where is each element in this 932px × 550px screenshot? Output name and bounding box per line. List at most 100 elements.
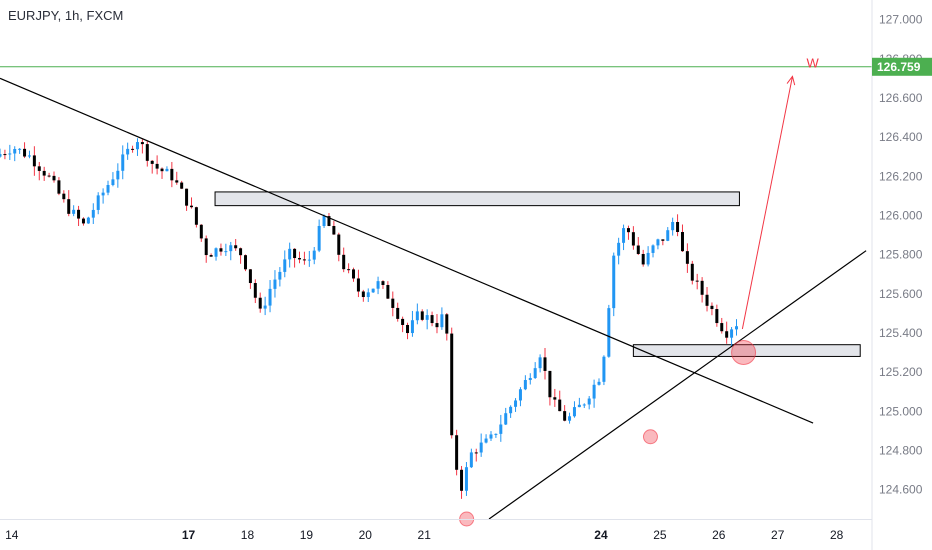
candle-body bbox=[91, 209, 95, 218]
candle-body bbox=[121, 154, 125, 171]
y-tick-label: 124.800 bbox=[879, 443, 923, 457]
candle-body bbox=[720, 323, 724, 332]
candle-body bbox=[538, 357, 542, 369]
current-price-tag bbox=[872, 57, 932, 76]
candle-body bbox=[543, 357, 547, 371]
candle-body bbox=[425, 315, 429, 320]
candle-body bbox=[322, 216, 326, 226]
candle-body bbox=[47, 175, 51, 177]
candle-body bbox=[361, 291, 365, 298]
projection-arrow bbox=[741, 76, 793, 330]
candle-body bbox=[523, 380, 527, 390]
candle-body bbox=[734, 326, 738, 330]
y-tick-label: 126.400 bbox=[879, 130, 923, 144]
candle-body bbox=[435, 323, 439, 328]
candle-body bbox=[455, 435, 459, 470]
candle-body bbox=[81, 218, 85, 224]
candle-body bbox=[528, 377, 532, 381]
candle-body bbox=[514, 400, 518, 407]
candle-body bbox=[469, 452, 473, 468]
candle-body bbox=[548, 370, 552, 398]
candle-body bbox=[342, 254, 346, 270]
candle-body bbox=[489, 434, 493, 439]
candle-body bbox=[72, 209, 76, 214]
candle-body bbox=[67, 199, 71, 214]
candle-body bbox=[636, 245, 640, 254]
candle-body bbox=[347, 269, 351, 271]
candle-body bbox=[52, 175, 56, 181]
axes bbox=[0, 0, 873, 550]
candle-body bbox=[494, 433, 498, 435]
candle-body bbox=[185, 188, 189, 206]
candle-body bbox=[680, 231, 684, 252]
candle-body bbox=[3, 154, 7, 156]
candle-body bbox=[160, 168, 164, 172]
candle-body bbox=[337, 234, 341, 255]
candle-body bbox=[175, 180, 179, 183]
candle-body bbox=[327, 216, 331, 226]
candle-body bbox=[602, 356, 606, 382]
candle-body bbox=[401, 318, 405, 325]
candle-body bbox=[180, 182, 184, 189]
candle-body bbox=[140, 142, 144, 145]
x-tick-label: 17 bbox=[182, 528, 196, 542]
candle-body bbox=[32, 155, 36, 167]
candle-body bbox=[460, 469, 464, 491]
candle-body bbox=[131, 148, 135, 150]
x-tick-label: 21 bbox=[418, 528, 432, 542]
candle-body bbox=[366, 292, 370, 298]
candle-body bbox=[332, 225, 336, 235]
candle-body bbox=[352, 269, 356, 279]
projection-label: W bbox=[806, 55, 819, 70]
candle-body bbox=[568, 416, 572, 421]
candle-body bbox=[695, 280, 699, 282]
candle-body bbox=[199, 224, 203, 239]
candle-body bbox=[484, 438, 488, 443]
candle-body bbox=[106, 185, 110, 193]
markers bbox=[459, 340, 757, 527]
candle-body bbox=[651, 245, 655, 253]
current-price-label: 126.759 bbox=[877, 60, 921, 74]
candle-body bbox=[219, 248, 223, 252]
candle-body bbox=[288, 248, 292, 260]
support-resistance-zones bbox=[214, 191, 861, 357]
candle-body bbox=[145, 144, 149, 161]
candle-body bbox=[101, 192, 105, 196]
candle-body bbox=[13, 149, 17, 154]
y-tick-label: 126.000 bbox=[879, 208, 923, 222]
candle-body bbox=[8, 153, 12, 155]
candle-body bbox=[302, 259, 306, 261]
y-tick-label: 125.600 bbox=[879, 287, 923, 301]
candle-body bbox=[558, 399, 562, 412]
candle-body bbox=[563, 411, 567, 421]
candle-body bbox=[440, 314, 444, 328]
candle-body bbox=[597, 381, 601, 385]
candle-body bbox=[42, 170, 46, 176]
labels: W127.000126.800126.600126.400126.200126.… bbox=[5, 13, 932, 542]
candle-body bbox=[165, 168, 169, 172]
candle-body bbox=[57, 180, 61, 194]
candle-body bbox=[0, 154, 2, 157]
candle-body bbox=[268, 288, 272, 306]
x-tick-label: 18 bbox=[241, 528, 255, 542]
zone-0 bbox=[214, 191, 740, 207]
candles bbox=[0, 138, 738, 499]
candle-body bbox=[126, 148, 130, 155]
candle-body bbox=[445, 314, 449, 334]
y-tick-label: 125.400 bbox=[879, 326, 923, 340]
candle-body bbox=[582, 404, 586, 406]
candle-body bbox=[509, 406, 513, 414]
candle-body bbox=[18, 148, 22, 150]
y-tick-label: 126.200 bbox=[879, 169, 923, 183]
candle-body bbox=[234, 245, 238, 249]
candle-body bbox=[577, 404, 581, 408]
candle-body bbox=[617, 242, 621, 256]
candle-body bbox=[204, 238, 208, 256]
candle-body bbox=[248, 269, 252, 284]
y-tick-label: 125.800 bbox=[879, 248, 923, 262]
candle-body bbox=[612, 255, 616, 309]
y-tick-label: 126.600 bbox=[879, 91, 923, 105]
candle-body bbox=[135, 142, 139, 150]
candle-body bbox=[263, 305, 267, 309]
